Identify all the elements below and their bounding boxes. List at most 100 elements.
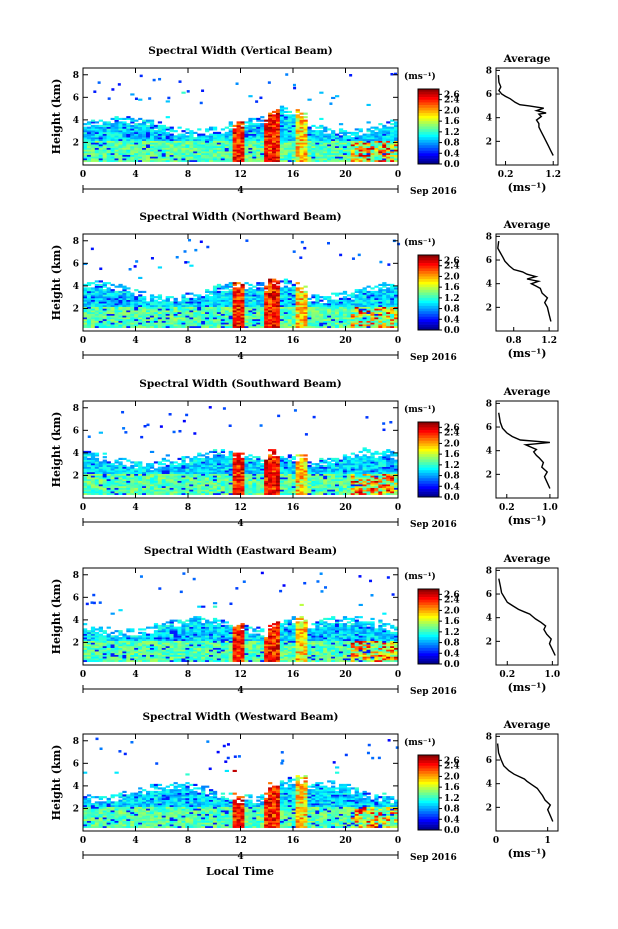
heatmap-cell [299,459,304,462]
heatmap-cell [197,152,202,155]
heatmap-cell [169,156,174,159]
heatmap-cell [307,137,312,140]
heatmap-cell [83,123,88,126]
heatmap-cell [130,487,135,490]
heatmap-cell [378,140,383,143]
heatmap-cell [177,471,182,474]
heatmap-cell [319,137,324,140]
heatmap-cell [110,117,115,120]
heatmap-cell [126,475,131,478]
heatmap-cell [244,308,249,311]
heatmap-cell [189,317,194,320]
heatmap-cell [134,470,139,473]
heatmap-cell [146,151,151,154]
heatmap-cell [90,282,96,285]
heatmap-cell [90,156,96,159]
heatmap-cell [122,482,127,485]
heatmap-cell [165,151,170,154]
heatmap-cell [319,473,324,476]
heatmap-cell [212,287,218,290]
heatmap-cell [142,470,147,473]
heatmap-cell [275,158,281,161]
heatmap-cell [118,285,123,288]
heatmap-cell [315,304,320,307]
heatmap-cell [323,126,328,129]
heatmap-cell [209,145,214,148]
heatmap-cell [256,282,261,285]
heatmap-cell [256,149,261,152]
heatmap-cell [268,311,273,314]
heatmap-cell [106,289,111,292]
heatmap-cell [224,320,229,323]
heatmap-cell [94,140,100,143]
heatmap-cell [185,478,190,481]
heatmap-cell [342,320,348,323]
heatmap-cell [299,142,304,145]
heatmap-cell [118,154,123,157]
heatmap-cell [86,131,92,134]
heatmap-cell [102,135,107,138]
heatmap-cell [370,154,375,157]
heatmap-cell [138,318,143,321]
heatmap-cell [272,278,277,281]
heatmap-cell [216,492,222,495]
heatmap-cell [102,477,107,480]
heatmap-cell [338,130,344,133]
heatmap-cell [161,322,166,325]
heatmap-cell [146,485,151,488]
heatmap-cell [283,137,289,140]
heatmap-cell [193,461,198,464]
heatmap-cell [323,475,328,478]
heatmap-cell [256,468,261,471]
heatmap-cell [86,491,92,494]
heatmap-cell [272,461,277,464]
heatmap-cell [299,470,304,473]
heatmap-cell [86,322,92,325]
heatmap-cell [295,128,300,131]
heatmap-cell [106,487,111,490]
heatmap-cell [173,149,178,152]
heatmap-cell [319,484,324,487]
heatmap-cell [272,131,277,134]
heatmap-cell [260,282,265,285]
heatmap-cell [390,72,394,76]
heatmap-cell [287,116,292,119]
heatmap-cell [216,299,222,302]
heatmap-cell [181,145,186,148]
heatmap-cell [90,140,96,143]
heatmap-cell [138,461,143,464]
heatmap-cell [248,480,253,483]
heatmap-cell [382,304,387,307]
heatmap-cell [189,468,194,471]
heatmap-cell [224,456,229,459]
heatmap-cell [130,137,135,140]
heatmap-cell [275,324,281,327]
heatmap-cell [260,151,265,154]
heatmap-cell [350,310,355,313]
heatmap-cell [98,142,103,145]
heatmap-cell [331,149,336,152]
heatmap-cell [220,285,226,288]
heatmap-cell [303,299,308,302]
heatmap-cell [173,470,178,473]
heatmap-cell [83,450,88,453]
heatmap-cell [138,303,143,306]
heatmap-cell [264,318,269,321]
heatmap-cell [307,149,312,152]
heatmap-cell [311,480,316,483]
heatmap-cell [252,482,257,485]
heatmap-cell [354,144,359,147]
heatmap-cell [295,152,300,155]
heatmap-cell [264,311,269,314]
heatmap-cell [197,459,202,462]
heatmap-cell [165,470,170,473]
heatmap-cell [279,489,285,492]
heatmap-cell [165,142,170,145]
heatmap-cell [295,147,300,150]
heatmap-cell [110,301,115,304]
heatmap-cell [189,324,194,327]
heatmap-cell [149,304,155,307]
heatmap-cell [165,296,170,299]
heatmap-cell [94,280,100,283]
heatmap-cell [248,325,253,328]
